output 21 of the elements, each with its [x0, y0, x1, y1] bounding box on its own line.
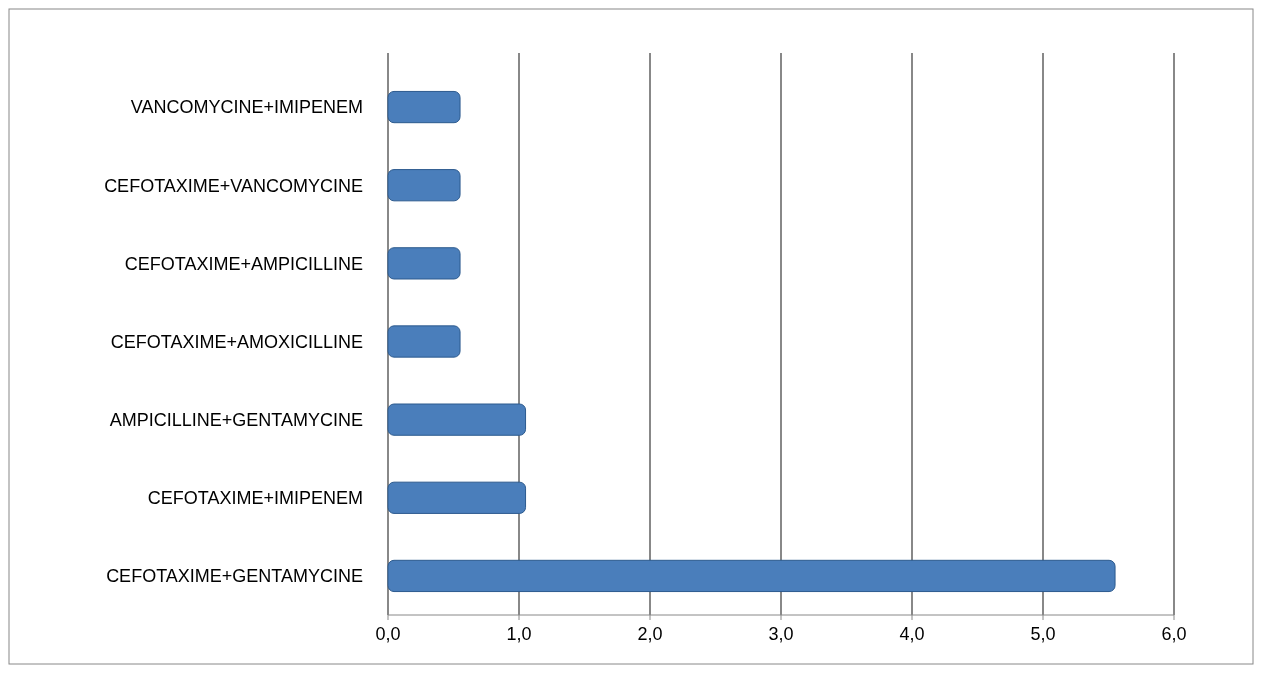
bar — [387, 247, 461, 280]
y-tick-label: CEFOTAXIME+VANCOMYCINE — [104, 175, 363, 196]
x-tick-label: 2,0 — [637, 624, 663, 644]
y-tick-label: CEFOTAXIME+AMPICILLINE — [124, 253, 363, 274]
x-tick-label: 4,0 — [899, 624, 925, 644]
bar — [387, 403, 527, 436]
y-tick-label: CEFOTAXIME+AMOXICILLINE — [110, 331, 363, 352]
y-tick-label: VANCOMYCINE+IMIPENEM — [130, 97, 363, 118]
y-tick-label: CEFOTAXIME+GENTAMYCINE — [106, 566, 363, 587]
bar — [387, 481, 527, 514]
x-tick-label: 6,0 — [1161, 624, 1187, 644]
x-tick-label: 3,0 — [768, 624, 794, 644]
y-tick-label: AMPICILLINE+GENTAMYCINE — [109, 409, 363, 430]
x-tick-label: 1,0 — [506, 624, 532, 644]
bar — [387, 90, 461, 124]
x-tick-label: 0,0 — [375, 624, 401, 644]
bar — [387, 559, 1116, 593]
bar — [387, 169, 461, 202]
bar — [387, 325, 461, 358]
x-tick-label: 5,0 — [1030, 624, 1056, 644]
y-tick-label: CEFOTAXIME+IMIPENEM — [147, 488, 363, 509]
